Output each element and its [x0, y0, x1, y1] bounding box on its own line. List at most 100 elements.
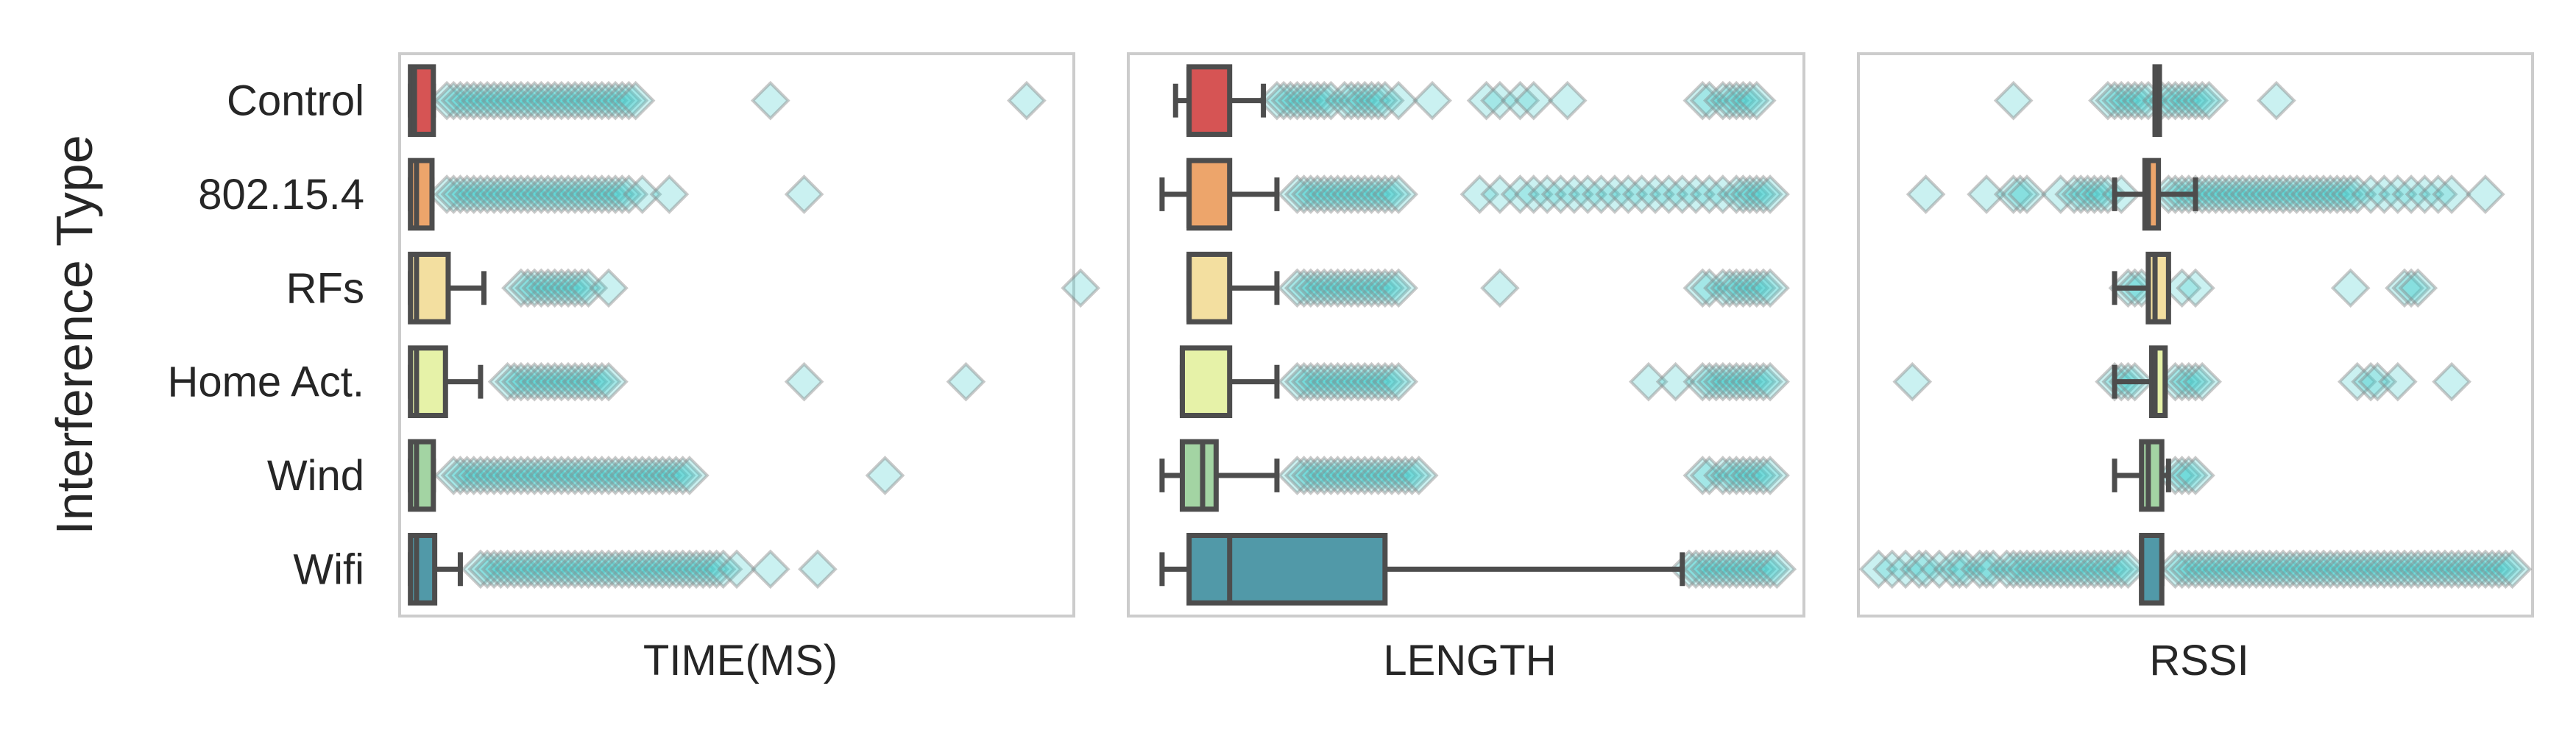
outlier-point — [528, 268, 568, 308]
category-label: Control — [227, 77, 364, 125]
outlier-point — [1324, 361, 1365, 402]
outlier-point — [2344, 549, 2384, 590]
outlier-point — [1284, 456, 1324, 495]
outlier-point — [534, 80, 575, 121]
outlier-group — [427, 174, 824, 214]
outlier-point — [1324, 268, 1365, 308]
outlier-point — [676, 549, 716, 590]
outlier-point — [2189, 549, 2229, 590]
outlier-point — [501, 456, 541, 495]
outlier-point — [2377, 361, 2418, 402]
outlier-point — [581, 361, 622, 402]
outlier-point — [494, 361, 534, 402]
outlier-point — [555, 361, 595, 402]
outlier-point — [2176, 80, 2215, 121]
outlier-point — [2377, 174, 2418, 214]
outlier-point — [589, 80, 629, 121]
outlier-point — [2405, 549, 2445, 590]
box — [2145, 251, 2171, 325]
outlier-point — [521, 456, 562, 495]
outlier-group — [487, 361, 986, 402]
outlier-point — [2377, 549, 2418, 590]
outlier-point — [2236, 174, 2276, 214]
outlier-point — [2472, 549, 2512, 590]
outlier-point — [2176, 549, 2215, 590]
outlier-point — [1317, 361, 1358, 402]
outlier-point — [1385, 456, 1426, 495]
outlier-point — [1317, 456, 1358, 495]
outlier-point — [609, 549, 649, 590]
outlier-point — [2229, 549, 2270, 590]
outlier-point — [2438, 549, 2479, 590]
outlier-point — [1291, 361, 1331, 402]
outlier-point — [514, 549, 555, 590]
panel-frame — [398, 52, 1075, 618]
outlier-group — [1892, 361, 2471, 402]
outlier-point — [1324, 174, 1365, 214]
outlier-point — [589, 361, 629, 402]
outlier-point — [1345, 361, 1385, 402]
outlier-point — [2216, 549, 2256, 590]
outlier-point — [2290, 549, 2330, 590]
outlier-point — [575, 80, 615, 121]
outlier-point — [562, 361, 602, 402]
outlier-point — [1886, 549, 1925, 590]
outlier-point — [1304, 268, 1345, 308]
outlier-point — [2169, 361, 2209, 402]
outlier-point — [1730, 268, 1770, 308]
outlier-point — [2324, 174, 2364, 214]
outlier-point — [1736, 361, 1777, 402]
outlier-point — [1689, 268, 1730, 308]
outlier-point — [615, 80, 656, 121]
outlier-group — [1277, 456, 1790, 495]
outlier-point — [1689, 456, 1730, 495]
outlier-point — [487, 361, 528, 402]
outlier-point — [1906, 174, 1946, 214]
outlier-point — [461, 549, 500, 590]
category-labels: Control 802.15.4 RFs Home Act. Wind Wifi — [167, 77, 364, 594]
outlier-point — [575, 549, 615, 590]
outlier-point — [2330, 268, 2371, 308]
outlier-point — [542, 549, 581, 590]
outlier-point — [2283, 174, 2324, 214]
outlier-point — [589, 549, 629, 590]
outlier-point — [595, 174, 635, 214]
outlier-group — [1993, 80, 2296, 121]
outlier-point — [555, 174, 595, 214]
outlier-point — [2364, 174, 2405, 214]
outlier-point — [521, 80, 562, 121]
outlier-point — [1682, 268, 1723, 308]
outlier-point — [2209, 174, 2249, 214]
outlier-point — [521, 361, 562, 402]
outlier-point — [1277, 268, 1317, 308]
outlier-point — [2405, 174, 2445, 214]
outlier-point — [427, 174, 467, 214]
outlier-point — [2054, 549, 2094, 590]
outlier-point — [2317, 174, 2357, 214]
outlier-point — [1304, 174, 1345, 214]
box — [1179, 345, 1233, 419]
outlier-point — [2411, 549, 2452, 590]
outlier-point — [2061, 549, 2101, 590]
outlier-point — [1703, 268, 1743, 308]
outlier-point — [1277, 174, 1317, 214]
outlier-point — [1513, 80, 1554, 121]
outlier-point — [2324, 549, 2364, 590]
outlier-point — [602, 174, 643, 214]
outlier-point — [2458, 549, 2499, 590]
outlier-point — [1324, 80, 1365, 121]
box — [1186, 532, 1388, 606]
outlier-point — [2195, 549, 2236, 590]
outlier-point — [2466, 549, 2505, 590]
outlier-point — [1689, 361, 1730, 402]
outlier-point — [1277, 361, 1317, 402]
outlier-point — [474, 174, 514, 214]
outlier-point — [1973, 549, 2014, 590]
outlier-point — [1723, 549, 1763, 590]
outlier-point — [1358, 456, 1398, 495]
outlier-point — [662, 549, 703, 590]
outlier-point — [1689, 80, 1730, 121]
outlier-point — [1284, 174, 1324, 214]
outlier-point — [548, 361, 588, 402]
outlier-point — [521, 174, 562, 214]
